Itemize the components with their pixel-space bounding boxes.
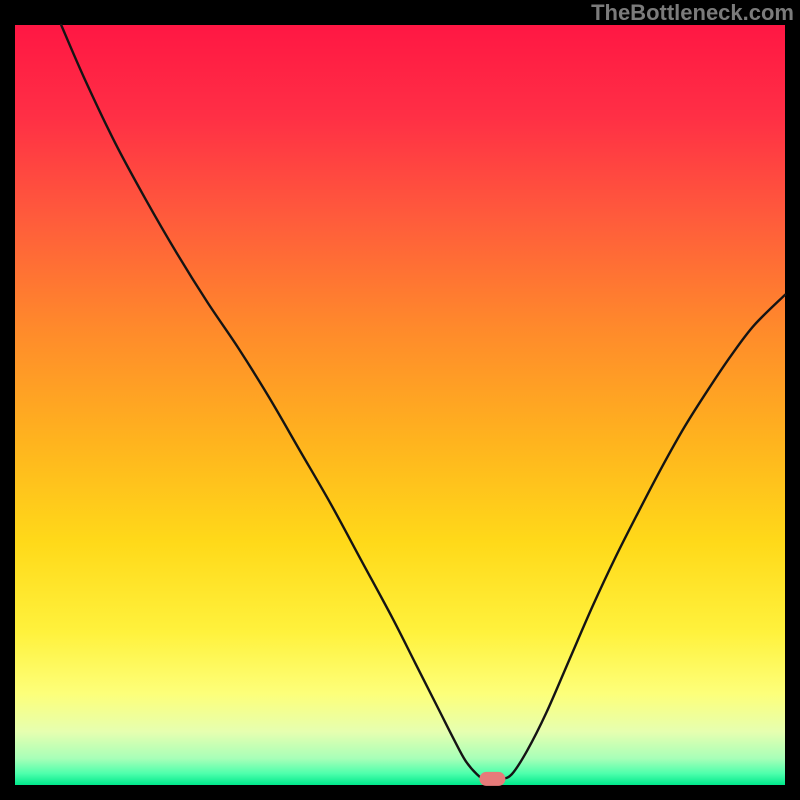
optimum-marker bbox=[479, 772, 505, 786]
bottleneck-chart bbox=[0, 0, 800, 800]
plot-background bbox=[15, 25, 785, 785]
plot-area bbox=[15, 25, 785, 786]
